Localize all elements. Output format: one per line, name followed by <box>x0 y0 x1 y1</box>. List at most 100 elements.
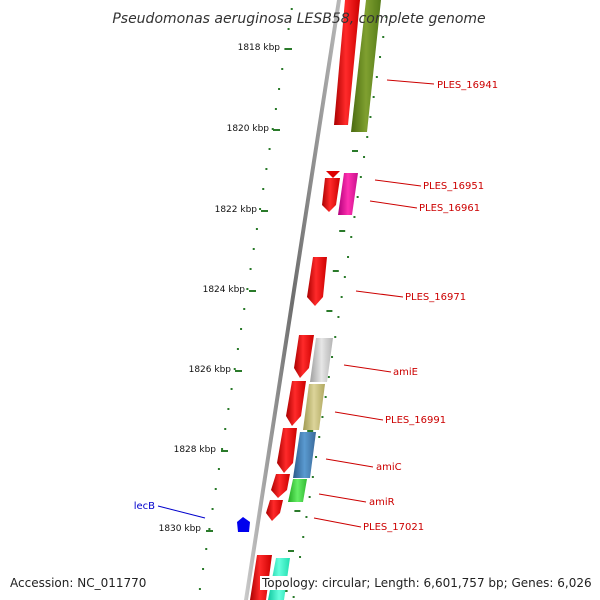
track-dot <box>321 416 324 418</box>
gene-label-PLES_16971[interactable]: PLES_16971 <box>405 292 466 303</box>
track-dot <box>273 129 280 131</box>
gene-label-lecB[interactable]: lecB <box>134 501 155 512</box>
track-dot <box>288 550 294 552</box>
gene-label-amiR[interactable]: amiR <box>369 497 395 508</box>
gene-arrow[interactable] <box>310 338 333 382</box>
gene-label-PLES_16951[interactable]: PLES_16951 <box>423 181 484 192</box>
gc-dotted-track <box>198 8 388 598</box>
track-dot <box>375 76 378 78</box>
track-dot <box>285 48 292 50</box>
track-dot <box>206 530 213 532</box>
track-dot <box>243 308 246 310</box>
lecB-leader-line <box>157 505 206 519</box>
track-dot <box>261 210 268 212</box>
track-dot <box>305 516 308 518</box>
gene-arrow[interactable] <box>326 171 340 178</box>
track-dot <box>246 288 249 290</box>
track-dot <box>385 16 388 18</box>
track-dot <box>308 496 311 498</box>
gene-label-PLES_16991[interactable]: PLES_16991 <box>385 415 446 426</box>
track-dot <box>278 88 281 90</box>
track-dot <box>366 136 369 138</box>
gene-arrow[interactable] <box>288 479 307 502</box>
track-dot <box>217 468 220 470</box>
track-dot <box>271 128 274 130</box>
colored-genes <box>268 0 381 600</box>
gene-arrow[interactable] <box>266 500 283 521</box>
track-dot <box>311 476 314 478</box>
accession-text: Accession: NC_011770 <box>8 576 149 590</box>
track-dot <box>224 428 227 430</box>
track-dot <box>324 396 327 398</box>
track-dot <box>356 196 359 198</box>
track-dot <box>281 68 284 70</box>
track-dot <box>318 436 321 438</box>
tick-label: 1826 kbp <box>189 365 232 375</box>
tick-label: 1828 kbp <box>174 445 217 455</box>
track-dot <box>353 216 356 218</box>
track-dot <box>268 148 271 150</box>
track-dot <box>249 268 252 270</box>
gene-arrow[interactable] <box>334 0 360 125</box>
track-dot <box>343 276 346 278</box>
gene-label-PLES_16941[interactable]: PLES_16941 <box>437 80 498 91</box>
track-dot <box>372 96 375 98</box>
track-dot <box>233 368 236 370</box>
gene-arrow[interactable] <box>338 173 358 215</box>
track-dot <box>274 108 277 110</box>
tick-label: 1820 kbp <box>227 124 270 134</box>
track-dot <box>290 8 293 10</box>
gene-arrow[interactable] <box>351 0 381 132</box>
track-dot <box>262 188 265 190</box>
tick-label: 1830 kbp <box>159 524 202 534</box>
track-dot <box>299 556 302 558</box>
lecB-gene-arrow[interactable] <box>237 517 250 532</box>
track-dot <box>294 510 301 512</box>
track-dot <box>339 230 346 232</box>
track-dot <box>227 408 230 410</box>
track-dot <box>265 168 268 170</box>
track-dot <box>326 310 333 312</box>
track-dot <box>337 316 340 318</box>
gene-arrow[interactable] <box>286 381 306 426</box>
track-dot <box>359 176 362 178</box>
gene-label-PLES_17021[interactable]: PLES_17021 <box>363 522 424 533</box>
track-dot <box>208 528 211 530</box>
track-dot <box>236 348 239 350</box>
gene-arrow[interactable] <box>322 178 340 212</box>
track-dot <box>240 328 243 330</box>
gene-arrow[interactable] <box>271 474 290 498</box>
gene-arrow[interactable] <box>293 432 316 478</box>
gene-arrow[interactable] <box>303 384 325 430</box>
gene-arrow[interactable] <box>294 335 314 378</box>
track-dot <box>211 508 214 510</box>
gene-arrow[interactable] <box>277 428 297 473</box>
track-dot <box>332 270 339 272</box>
gene-arrow[interactable] <box>307 257 327 306</box>
track-dot <box>221 448 224 450</box>
tick-label: 1822 kbp <box>215 205 258 215</box>
track-dot <box>315 456 318 458</box>
gene-label-amiE[interactable]: amiE <box>393 367 418 378</box>
label-leader-lines <box>313 79 435 528</box>
genome-title: Pseudomonas aeruginosa LESB58, complete … <box>112 11 485 27</box>
gene-label-amiC[interactable]: amiC <box>376 462 402 473</box>
tick-label: 1818 kbp <box>238 43 281 53</box>
track-dot <box>205 548 208 550</box>
track-dot <box>382 36 385 38</box>
track-dot <box>292 596 295 598</box>
track-dot <box>347 256 350 258</box>
track-dot <box>198 588 201 590</box>
gene-label-PLES_16961[interactable]: PLES_16961 <box>419 203 480 214</box>
track-dot <box>334 336 337 338</box>
track-dot <box>252 248 255 250</box>
track-dot <box>255 228 258 230</box>
track-dot <box>352 150 358 152</box>
tick-label: 1824 kbp <box>203 285 246 295</box>
track-dot <box>331 356 334 358</box>
track-dot <box>302 536 305 538</box>
track-dot <box>340 296 343 298</box>
track-dot <box>307 430 314 432</box>
track-dot <box>350 236 353 238</box>
